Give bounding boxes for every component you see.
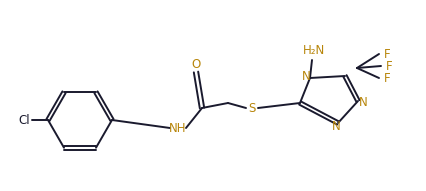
Text: O: O (191, 57, 200, 70)
Text: F: F (383, 71, 389, 84)
Text: N: N (358, 96, 366, 108)
Text: S: S (248, 101, 255, 114)
Text: F: F (385, 60, 391, 73)
Text: Cl: Cl (18, 113, 30, 126)
Text: N: N (301, 70, 310, 83)
Text: H₂N: H₂N (302, 44, 324, 57)
Text: NH: NH (169, 121, 186, 134)
Text: F: F (383, 48, 389, 61)
Text: N: N (331, 120, 340, 133)
